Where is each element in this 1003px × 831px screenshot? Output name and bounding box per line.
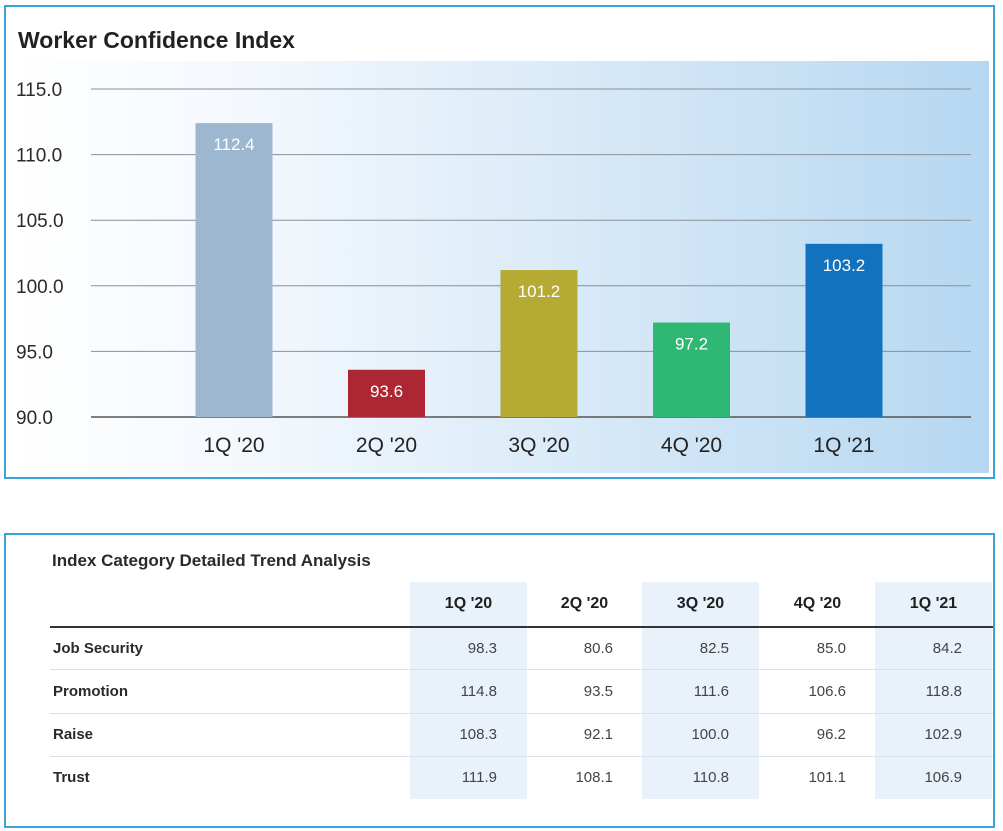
table-cell: 108.3 xyxy=(459,726,497,743)
table-cell: 118.8 xyxy=(925,683,962,700)
table-cell: 96.2 xyxy=(816,726,846,743)
y-axis-ticks: 115.0 110.0 105.0 100.0 95.0 90.0 xyxy=(16,80,64,429)
column-header-3q20: 3Q '20 xyxy=(676,595,725,612)
bar-value-label: 97.2 xyxy=(675,335,708,354)
column-header-2q20: 2Q '20 xyxy=(560,595,609,612)
y-tick-label: 90.0 xyxy=(16,408,53,429)
bar xyxy=(805,243,883,417)
table-title: Index Category Detailed Trend Analysis xyxy=(52,551,371,570)
table-cell: 108.1 xyxy=(575,769,613,786)
table-cell: 106.9 xyxy=(924,769,962,786)
y-tick-label: 95.0 xyxy=(16,342,53,363)
row-label-promotion: Promotion xyxy=(53,683,128,700)
x-tick-label: 1Q '21 xyxy=(813,434,874,457)
column-shade-1q20 xyxy=(410,582,527,799)
row-divider xyxy=(50,713,993,714)
x-axis-labels: 1Q '20 2Q '20 3Q '20 4Q '20 1Q '21 xyxy=(203,434,874,457)
header-rule xyxy=(50,626,993,628)
bar-value-label: 103.2 xyxy=(823,256,866,275)
table-cell: 106.6 xyxy=(808,683,846,700)
trend-table-card: Index Category Detailed Trend Analysis 1… xyxy=(4,533,995,828)
bar-value-label: 112.4 xyxy=(213,135,254,154)
y-tick-label: 110.0 xyxy=(16,146,62,167)
table-cell: 98.3 xyxy=(467,640,497,657)
x-tick-label: 2Q '20 xyxy=(356,434,417,457)
row-label-job-security: Job Security xyxy=(53,640,144,657)
row-divider xyxy=(50,756,993,757)
table-cell: 111.6 xyxy=(693,683,729,700)
table-cell: 84.2 xyxy=(932,640,962,657)
table-cell: 93.5 xyxy=(583,683,613,700)
table-cell: 102.9 xyxy=(924,726,962,743)
bar-value-label: 101.2 xyxy=(518,282,561,301)
table-cell: 92.1 xyxy=(583,726,613,743)
table-cell: 80.6 xyxy=(583,640,613,657)
bar-chart: 115.0 110.0 105.0 100.0 95.0 90.0 112.4 93.6 10… xyxy=(16,80,971,457)
bars: 112.4 93.6 101.2 97.2 103.2 xyxy=(195,123,883,417)
table-cell: 111.9 xyxy=(461,769,497,786)
table-cell: 100.0 xyxy=(691,726,729,743)
y-tick-label: 115.0 xyxy=(16,80,62,101)
row-label-raise: Raise xyxy=(53,726,94,743)
column-shade-3q20 xyxy=(642,582,759,799)
x-tick-label: 1Q '20 xyxy=(203,434,264,457)
table-cell: 114.8 xyxy=(460,683,497,700)
bar-value-label: 93.6 xyxy=(370,382,403,401)
row-label-trust: Trust xyxy=(53,769,90,786)
bar xyxy=(500,270,578,417)
column-header-1q20: 1Q '20 xyxy=(444,595,493,612)
row-divider xyxy=(50,669,993,670)
bar xyxy=(653,322,730,417)
table-cell: 110.8 xyxy=(692,769,729,786)
column-shade-1q21 xyxy=(875,582,992,799)
column-header-1q21: 1Q '21 xyxy=(909,595,958,612)
chart-title: Worker Confidence Index xyxy=(18,27,295,53)
chart-card: Worker Confidence Index 115.0 110.0 105.0 1… xyxy=(4,5,995,479)
table-cell: 85.0 xyxy=(816,640,846,657)
bar xyxy=(348,369,425,417)
column-header-4q20: 4Q '20 xyxy=(793,595,842,612)
x-tick-label: 3Q '20 xyxy=(508,434,569,457)
table-cell: 101.1 xyxy=(808,769,846,786)
bar xyxy=(195,123,273,417)
table-cell: 82.5 xyxy=(699,640,729,657)
y-tick-label: 100.0 xyxy=(16,277,64,298)
x-tick-label: 4Q '20 xyxy=(661,434,722,457)
y-tick-label: 105.0 xyxy=(16,211,64,232)
